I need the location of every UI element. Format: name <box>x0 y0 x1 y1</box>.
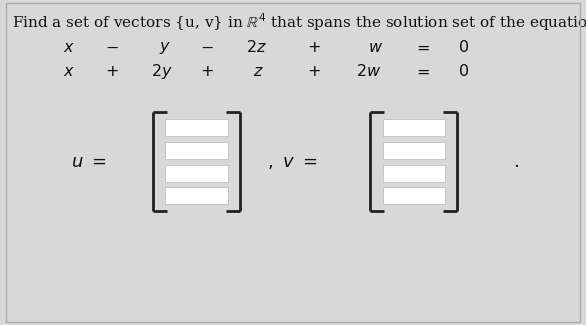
Text: $0$: $0$ <box>458 63 469 80</box>
FancyBboxPatch shape <box>383 142 445 159</box>
Text: $2z$: $2z$ <box>246 39 267 56</box>
FancyBboxPatch shape <box>383 119 445 136</box>
Text: $x$: $x$ <box>63 39 75 56</box>
Text: $0$: $0$ <box>458 39 469 56</box>
FancyBboxPatch shape <box>165 142 227 159</box>
Text: $-$: $-$ <box>200 39 214 56</box>
Text: $u\ =$: $u\ =$ <box>71 153 107 171</box>
Text: $z$: $z$ <box>253 63 264 80</box>
Text: $+$: $+$ <box>307 63 321 80</box>
Text: .: . <box>513 153 519 171</box>
Text: $+$: $+$ <box>200 63 214 80</box>
Text: $-$: $-$ <box>105 39 118 56</box>
FancyBboxPatch shape <box>383 187 445 204</box>
FancyBboxPatch shape <box>383 164 445 181</box>
Text: $y$: $y$ <box>159 39 172 56</box>
FancyBboxPatch shape <box>165 187 227 204</box>
Text: $2w$: $2w$ <box>356 63 381 80</box>
Text: Find a set of vectors {u, v} in $\mathbb{R}^4$ that spans the solution set of th: Find a set of vectors {u, v} in $\mathbb… <box>12 11 586 33</box>
Text: $+$: $+$ <box>307 39 321 56</box>
Text: $,\ v\ =$: $,\ v\ =$ <box>267 153 317 171</box>
Text: $2y$: $2y$ <box>151 62 173 81</box>
Text: $=$: $=$ <box>414 39 430 56</box>
Text: $+$: $+$ <box>105 63 118 80</box>
Text: $x$: $x$ <box>63 63 75 80</box>
FancyBboxPatch shape <box>165 119 227 136</box>
FancyBboxPatch shape <box>165 164 227 181</box>
Text: $=$: $=$ <box>414 63 430 80</box>
Text: $w$: $w$ <box>368 39 383 56</box>
